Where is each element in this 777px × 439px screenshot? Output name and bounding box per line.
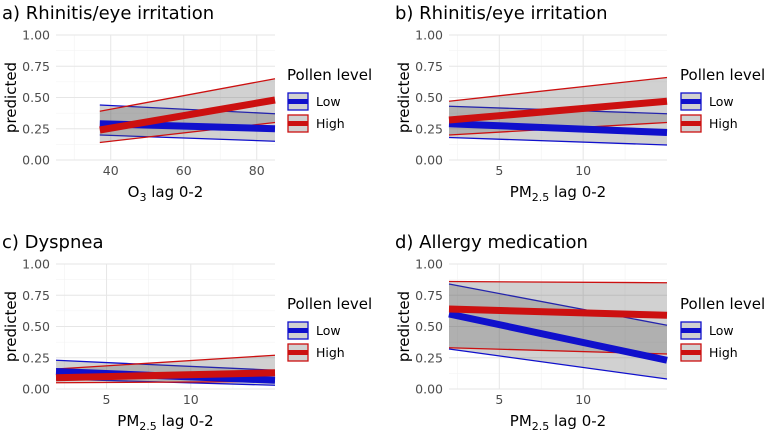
x-axis-label: PM2.5 lag 0-2 [510,412,606,433]
ci-lower-low [448,348,668,380]
y-tick-label: 0.25 [415,350,443,365]
fit-line-high [448,305,668,319]
ci-upper-high [55,354,276,370]
panel-4: 0.00 0.25 0.50 0.75 1.00 5 10 predicted PM2.5 la… [395,232,765,433]
y-tick-label: 0.00 [22,382,50,397]
legend-label-high: High [709,116,738,131]
x-tick-label: 10 [183,392,199,407]
legend-label-high: High [316,345,345,360]
legend-title: Pollen level [287,295,372,313]
y-tick-label: 0.75 [22,59,50,74]
x-tick-label: 5 [495,392,503,407]
y-tick-label: 0.75 [415,288,443,303]
x-tick-label: 10 [575,392,591,407]
y-tick-label: 0.50 [415,319,443,334]
legend: Pollen level Low High [680,295,765,362]
y-axis-label: predicted [2,62,20,133]
y-tick-label: 0.75 [22,288,50,303]
y-tick-label: 0.75 [415,59,443,74]
fit-line-high [99,96,276,134]
y-tick-label: 1.00 [415,28,443,43]
x-tick-label: 60 [176,163,192,178]
legend-label-low: Low [709,323,734,338]
y-tick-label: 1.00 [415,257,443,272]
y-tick-label: 0.25 [415,121,443,136]
legend-title: Pollen level [680,66,765,84]
grid [56,263,275,390]
y-tick-label: 0.00 [415,153,443,168]
x-tick-label: 80 [249,163,265,178]
panel-title: b) Rhinitis/eye irritation [395,3,608,24]
panel-title: c) Dyspnea [2,232,103,253]
panel-title: a) Rhinitis/eye irritation [2,3,214,24]
ci-upper-high [448,280,668,284]
x-tick-label: 5 [495,163,503,178]
x-axis-label: O3 lag 0-2 [128,183,204,204]
fit-line-low [448,120,668,136]
ci-upper-low [55,359,276,371]
panel-3: 0.00 0.25 0.50 0.75 1.00 5 10 predicted PM2.5 la… [2,232,372,433]
y-axis-label: predicted [395,62,413,133]
x-tick-label: 5 [103,392,111,407]
legend-label-low: Low [316,94,341,109]
y-tick-label: 0.00 [415,382,443,397]
y-tick-label: 1.00 [22,257,50,272]
y-tick-label: 0.00 [22,153,50,168]
x-axis-label: PM2.5 lag 0-2 [510,183,606,204]
legend: Pollen level Low High [287,66,372,133]
legend-label-high: High [316,116,345,131]
ci-ribbon-high [449,77,667,135]
fit-line-high [448,97,668,124]
y-tick-label: 0.25 [22,350,50,365]
ci-upper-high [99,78,276,112]
ci-lower-low [448,136,668,146]
ci-ribbon-high [449,281,667,354]
fit-line-low [448,310,668,364]
y-tick-label: 0.25 [22,121,50,136]
legend: Pollen level Low High [287,295,372,362]
legend: Pollen level Low High [680,66,765,133]
y-tick-label: 0.50 [22,319,50,334]
y-axis-label: predicted [2,291,20,362]
legend-label-low: Low [316,323,341,338]
x-tick-label: 40 [103,163,119,178]
x-tick-label: 10 [575,163,591,178]
x-axis-label: PM2.5 lag 0-2 [117,412,213,433]
legend-title: Pollen level [287,66,372,84]
ci-lower-low [99,134,276,142]
legend-title: Pollen level [680,295,765,313]
ci-upper-high [448,76,668,102]
fit-line-high [55,369,276,382]
y-tick-label: 1.00 [22,28,50,43]
y-tick-label: 0.50 [22,90,50,105]
legend-label-high: High [709,345,738,360]
y-tick-label: 0.50 [415,90,443,105]
legend-label-low: Low [709,94,734,109]
y-axis-label: predicted [395,291,413,362]
panel-title: d) Allergy medication [395,232,588,253]
panel-2: 0.00 0.25 0.50 0.75 1.00 5 10 predicted PM2.5 la… [395,3,765,204]
panel-1: 0.00 0.25 0.50 0.75 1.00 40 60 80 predicted O3 la… [2,3,372,204]
ci-upper-low [448,283,668,326]
